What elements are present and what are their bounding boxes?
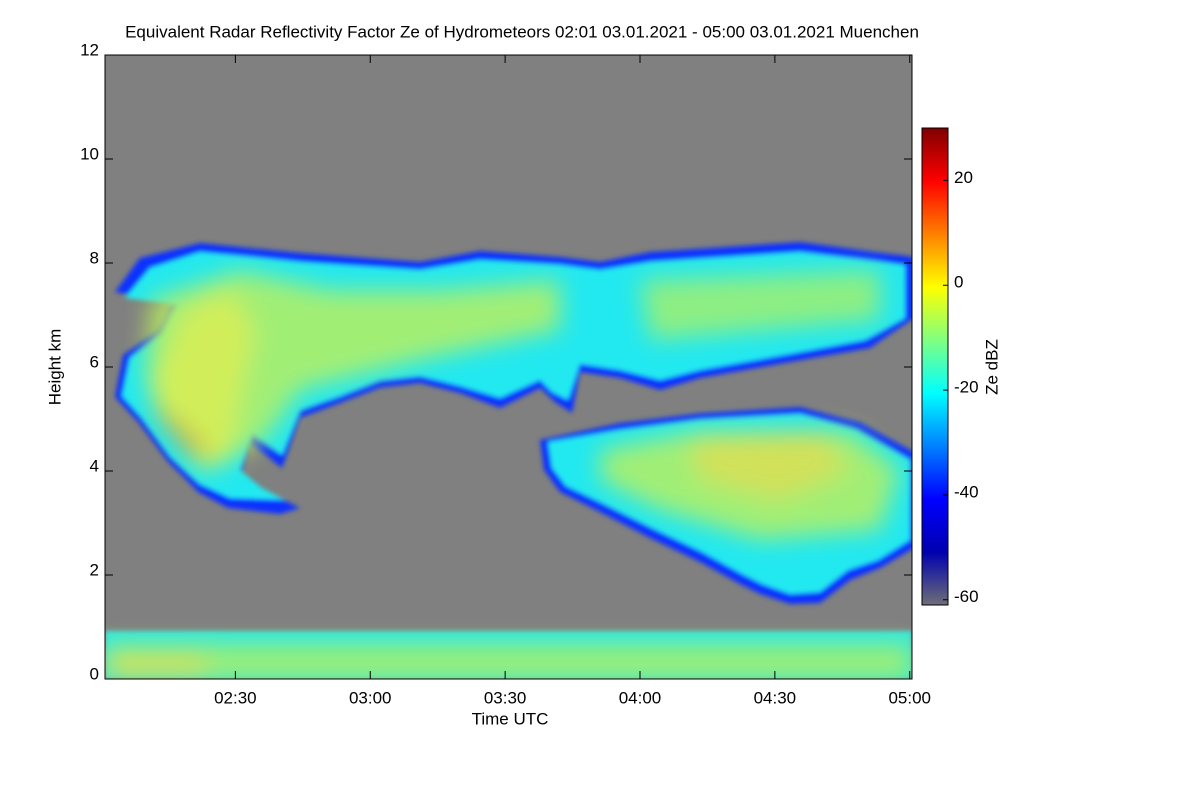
y-tick-label: 4 <box>90 456 99 475</box>
y-tick-label: 12 <box>80 40 99 59</box>
x-axis-label: Time UTC <box>472 709 549 728</box>
colorbar-tick-label: 0 <box>954 273 963 292</box>
y-tick-label: 2 <box>90 560 99 579</box>
colorbar-tick-label: -40 <box>954 482 979 501</box>
x-tick-label: 05:00 <box>888 688 931 707</box>
x-tick-label: 04:00 <box>619 688 662 707</box>
y-tick-label: 0 <box>90 664 99 683</box>
chart-title: Equivalent Radar Reflectivity Factor Ze … <box>125 22 919 41</box>
colorbar-tick-label: 20 <box>954 168 973 187</box>
x-tick-label: 02:30 <box>214 688 257 707</box>
colorbar-label: Ze dBZ <box>982 339 1001 395</box>
x-tick-label: 03:00 <box>349 688 392 707</box>
echoes <box>105 242 912 679</box>
x-tick-label: 03:30 <box>484 688 527 707</box>
x-tick-label: 04:30 <box>754 688 797 707</box>
colorbar-tick-label: -60 <box>954 587 979 606</box>
colorbar <box>921 127 949 606</box>
y-tick-label: 10 <box>80 144 99 163</box>
y-axis-label: Height km <box>45 329 64 406</box>
y-tick-label: 8 <box>90 248 99 267</box>
colorbar-tick-label: -20 <box>954 378 979 397</box>
y-tick-label: 6 <box>90 352 99 371</box>
